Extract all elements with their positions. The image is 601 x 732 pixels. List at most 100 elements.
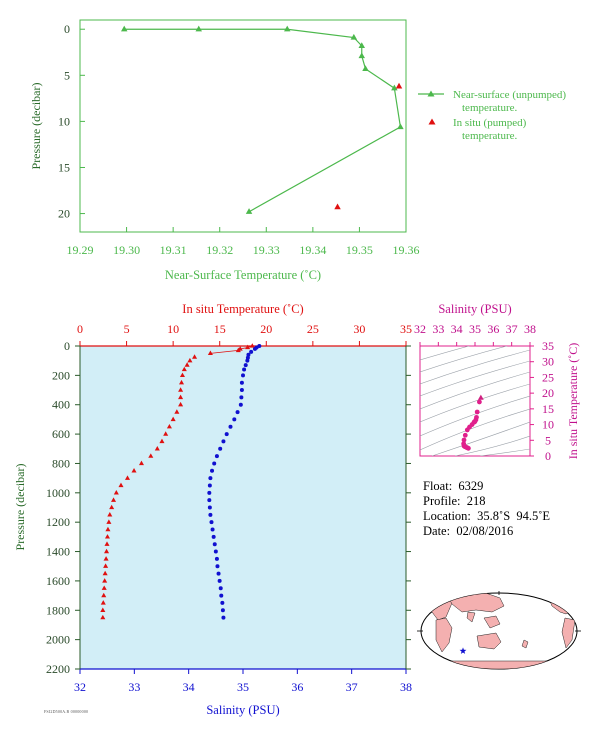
salinity-point — [221, 439, 226, 444]
pressure-tick-label: 1800 — [46, 603, 70, 617]
pressure-tick-label: 200 — [52, 368, 70, 382]
temperature-point — [187, 357, 193, 363]
top-y-tick-label: 0 — [64, 22, 70, 36]
temperature-point — [166, 423, 172, 429]
in-situ-point — [395, 82, 403, 89]
float-location: Location: 35.8˚S 94.5˚E — [423, 509, 551, 523]
salinity-point — [232, 417, 237, 422]
temperature-point — [111, 497, 117, 502]
ts-point — [477, 399, 482, 405]
density-contour — [420, 349, 530, 385]
near-surface-point — [391, 84, 398, 91]
legend-label-near-surface-1: Near-surface (unpumped) — [453, 89, 566, 101]
salinity-point — [207, 490, 212, 495]
ts-y-tick-label: 20 — [542, 386, 554, 400]
temperature-point — [249, 343, 255, 348]
map-land-south-america — [561, 617, 576, 649]
near-surface-point — [397, 123, 404, 130]
salinity-point — [207, 505, 212, 510]
salinity-point — [215, 564, 220, 569]
ts-points-group — [461, 394, 484, 451]
ts-y-tick-label: 15 — [542, 402, 554, 416]
temperature-point — [109, 504, 115, 510]
salinity-tick-label: 35 — [237, 680, 249, 694]
top-x-axis-label: Near-Surface Temperature (˚C) — [165, 268, 321, 282]
density-contour — [420, 346, 470, 361]
temperature-point — [101, 585, 107, 590]
top-x-tick-label: 19.30 — [113, 243, 140, 257]
legend-label-in-situ-1: In situ (pumped) — [453, 117, 527, 129]
density-contours — [420, 346, 530, 456]
temperature-point — [181, 366, 187, 372]
temperature-point — [192, 354, 198, 359]
salinity-point — [216, 571, 221, 576]
salinity-tick-label: 37 — [346, 680, 358, 694]
salinity-point — [249, 349, 254, 354]
ts-point — [461, 437, 467, 443]
temperature-point — [106, 519, 112, 524]
top-x-tick-label: 19.35 — [346, 243, 373, 257]
ts-surface-point — [477, 394, 484, 400]
temperature-point — [148, 453, 154, 458]
salinity-point — [208, 476, 213, 481]
pressure-tick-label: 1200 — [46, 515, 70, 529]
top-y-tick-label: 10 — [58, 114, 70, 128]
density-contour — [431, 421, 530, 456]
salinity-point — [212, 461, 217, 466]
temperature-point — [170, 416, 176, 422]
legend-marker-near-surface — [427, 90, 435, 97]
near-surface-point — [284, 25, 291, 32]
salinity-tick-label: 33 — [128, 680, 140, 694]
salinity-point — [252, 346, 257, 351]
float-info-block: Float: 6329 Profile: 218 Location: 35.8˚… — [423, 479, 550, 539]
ts-x-tick-label: 37 — [506, 322, 518, 336]
temperature-point — [179, 379, 185, 385]
density-contour — [454, 435, 530, 456]
profile-panel: 0 5 10 15 20 25 30 35 32 33 34 35 36 37 38 0 200 400 600… — [13, 302, 412, 717]
temperature-ticks: 0 5 10 15 20 25 30 35 — [77, 322, 412, 346]
temperature-point — [103, 563, 109, 568]
salinity-point — [212, 542, 217, 547]
ts-y-tick-label: 35 — [542, 339, 554, 353]
map-land-new-zealand — [521, 639, 529, 649]
density-contour — [420, 346, 508, 373]
salinity-point — [221, 615, 226, 620]
salinity-point — [220, 600, 225, 605]
near-surface-point — [245, 208, 253, 214]
profile-date: Date: 02/08/2016 — [423, 524, 514, 538]
ts-y-tick-label: 5 — [545, 433, 551, 447]
temperature-point — [163, 431, 169, 436]
density-contour — [420, 408, 530, 451]
temperature-point — [118, 482, 124, 488]
map-graticule — [417, 591, 581, 632]
map-land-antarctica — [429, 660, 571, 669]
top-x-tick-label: 19.36 — [393, 243, 420, 257]
density-contour — [420, 383, 530, 423]
temperature-point — [100, 614, 106, 620]
ts-x-axis-label: Salinity (PSU) — [438, 302, 511, 316]
temperature-point — [101, 592, 107, 598]
profile-plot-background — [80, 346, 406, 669]
temperature-point — [131, 467, 137, 473]
salinity-point — [210, 468, 215, 473]
salinity-point — [208, 512, 213, 517]
top-x-tick-label: 19.34 — [299, 243, 326, 257]
pressure-tick-label: 1600 — [46, 574, 70, 588]
salinity-point — [228, 424, 233, 429]
density-contour — [420, 371, 530, 410]
top-x-ticks: 19.29 19.30 19.31 19.32 19.33 19.34 19.35 19.36 — [67, 227, 420, 257]
pressure-tick-label: 600 — [52, 427, 70, 441]
pressure-tick-label: 1000 — [46, 486, 70, 500]
near-surface-point — [358, 42, 365, 48]
density-contour — [420, 360, 530, 397]
salinity-point — [218, 446, 223, 451]
legend-label-near-surface-2: temperature. — [462, 102, 518, 114]
temperature-tick-label: 20 — [260, 322, 272, 336]
top-x-tick-label: 19.33 — [253, 243, 280, 257]
salinity-point — [207, 498, 212, 503]
top-y-axis-label: Pressure (decibar) — [29, 83, 43, 170]
near-surface-panel: 19.29 19.30 19.31 19.32 19.33 19.34 19.35 19.36… — [29, 19, 566, 282]
temperature-tick-label: 25 — [307, 322, 319, 336]
temperature-tick-label: 0 — [77, 322, 83, 336]
temperature-point — [174, 409, 180, 414]
